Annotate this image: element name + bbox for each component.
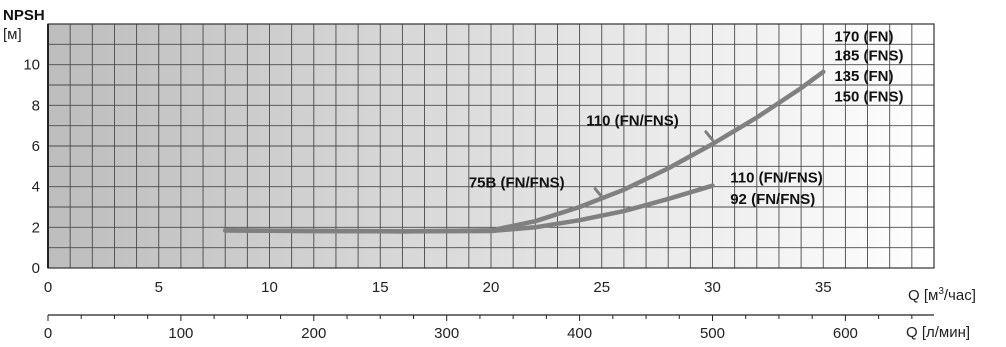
y-tick-label: 4 xyxy=(32,179,40,196)
y-axis-title: NPSH xyxy=(3,7,45,24)
x2-tick-label: 300 xyxy=(434,325,459,342)
label-pointer xyxy=(704,130,714,142)
x2-tick-label: 600 xyxy=(833,325,858,342)
x-tick-label: 0 xyxy=(44,279,52,296)
curve-label: 185 (FNS) xyxy=(834,48,903,65)
x-tick-label: 35 xyxy=(815,279,832,296)
curve-labels: 170 (FN) 185 (FNS) 135 (FN) 150 (FNS) 110 (F… xyxy=(469,28,904,208)
npsh-curve-2 xyxy=(222,183,715,234)
label-pointer xyxy=(593,187,604,199)
x2-tick-label: 200 xyxy=(301,325,326,342)
series-group xyxy=(222,69,826,234)
x-tick-label: 20 xyxy=(483,279,500,296)
x2-tick-label: 400 xyxy=(567,325,592,342)
curve-label: 135 (FN) xyxy=(834,68,893,85)
x-tick-label: 25 xyxy=(593,279,610,296)
y-tick-label: 8 xyxy=(32,97,40,114)
curve-label: 110 (FN/FNS) xyxy=(586,113,679,130)
y-axis-unit: [м] xyxy=(3,26,22,43)
x-axis-title: Q [м3/час] xyxy=(908,286,976,304)
y-tick-label: 6 xyxy=(32,138,40,155)
x-tick-label: 30 xyxy=(704,279,721,296)
curve-label: 150 (FNS) xyxy=(834,88,903,105)
x2-tick-label: 0 xyxy=(44,325,52,342)
x-tick-label: 15 xyxy=(372,279,389,296)
x2-tick-label: 100 xyxy=(168,325,193,342)
y-tick-label: 10 xyxy=(23,57,40,74)
x2-axis-title: Q [л/мин] xyxy=(906,324,970,341)
curve-label: 75B (FN/FNS) xyxy=(469,175,565,192)
curve-label: 110 (FN/FNS) xyxy=(730,170,823,187)
y-tick-label: 2 xyxy=(32,219,40,236)
curve-label: 170 (FN) xyxy=(834,28,893,45)
y-tick-label: 0 xyxy=(32,260,40,277)
x-tick-label: 5 xyxy=(155,279,163,296)
curve-label: 92 (FN/FNS) xyxy=(730,191,815,208)
x2-tick-label: 500 xyxy=(700,325,725,342)
x-tick-label: 10 xyxy=(261,279,278,296)
